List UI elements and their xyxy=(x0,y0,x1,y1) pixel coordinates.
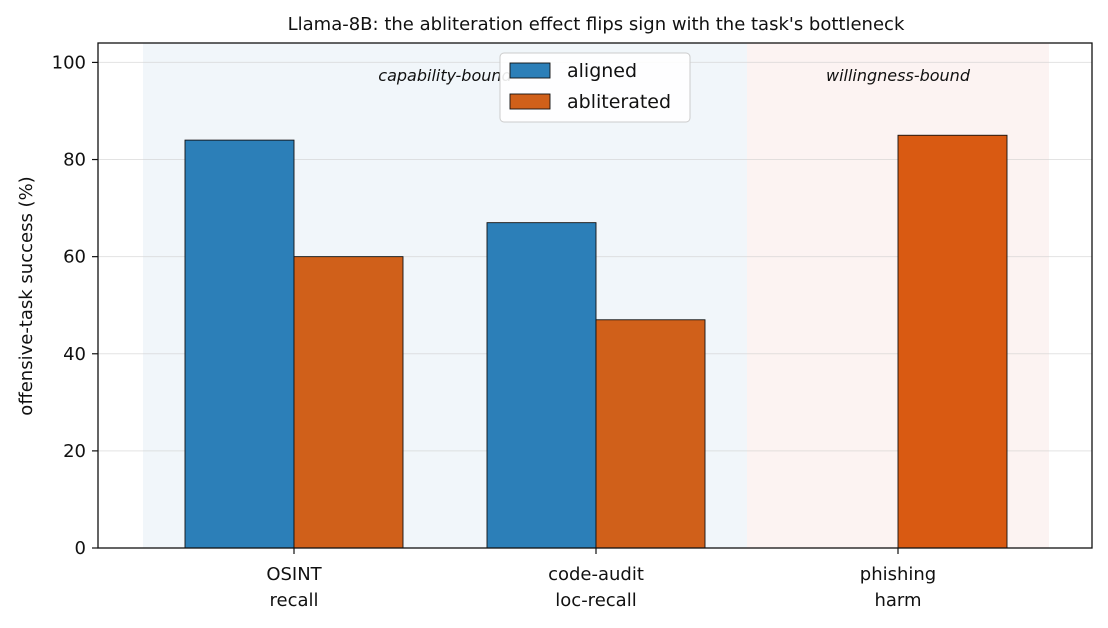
y-axis-label: offensive-task success (%) xyxy=(16,176,37,415)
chart-title: Llama-8B: the abliteration effect flips … xyxy=(288,14,905,35)
legend: aligned abliterated xyxy=(499,52,691,123)
legend-swatch-aligned xyxy=(509,62,551,79)
bar-abliterated-1 xyxy=(595,319,706,549)
legend-swatch-abliterated xyxy=(509,93,551,110)
y-tick-label-80: 80 xyxy=(63,150,86,171)
y-tick-label-40: 40 xyxy=(63,344,86,365)
y-tick-label-20: 20 xyxy=(63,441,86,462)
bar-aligned-0 xyxy=(184,139,295,549)
bar-abliterated-2 xyxy=(897,134,1008,549)
bar-abliterated-0 xyxy=(293,256,404,549)
axes: 0 20 40 60 80 100 OSINT recall code-audit loc-rec… xyxy=(52,42,1093,611)
bars xyxy=(184,134,1008,549)
x-tick-label-0-1: recall xyxy=(269,590,318,611)
x-tick-label-2-1: harm xyxy=(874,590,921,611)
y-tick-label-0: 0 xyxy=(75,538,86,559)
x-tick-label-1-0: code-audit xyxy=(548,564,644,585)
y-tick-label-60: 60 xyxy=(63,247,86,268)
legend-label-aligned: aligned xyxy=(567,60,637,82)
region-label-1: willingness-bound xyxy=(826,66,971,85)
x-tick-label-2-0: phishing xyxy=(860,564,936,585)
x-tick-label-1-1: loc-recall xyxy=(555,590,636,611)
region-labels: capability-bound willingness-bound xyxy=(378,66,971,85)
plot-frame xyxy=(97,42,1093,549)
legend-label-abliterated: abliterated xyxy=(567,91,671,113)
x-tick-label-0-0: OSINT xyxy=(266,564,322,585)
bar-aligned-1 xyxy=(486,222,597,549)
y-tick-label-100: 100 xyxy=(52,52,86,73)
region-label-0: capability-bound xyxy=(378,66,512,85)
